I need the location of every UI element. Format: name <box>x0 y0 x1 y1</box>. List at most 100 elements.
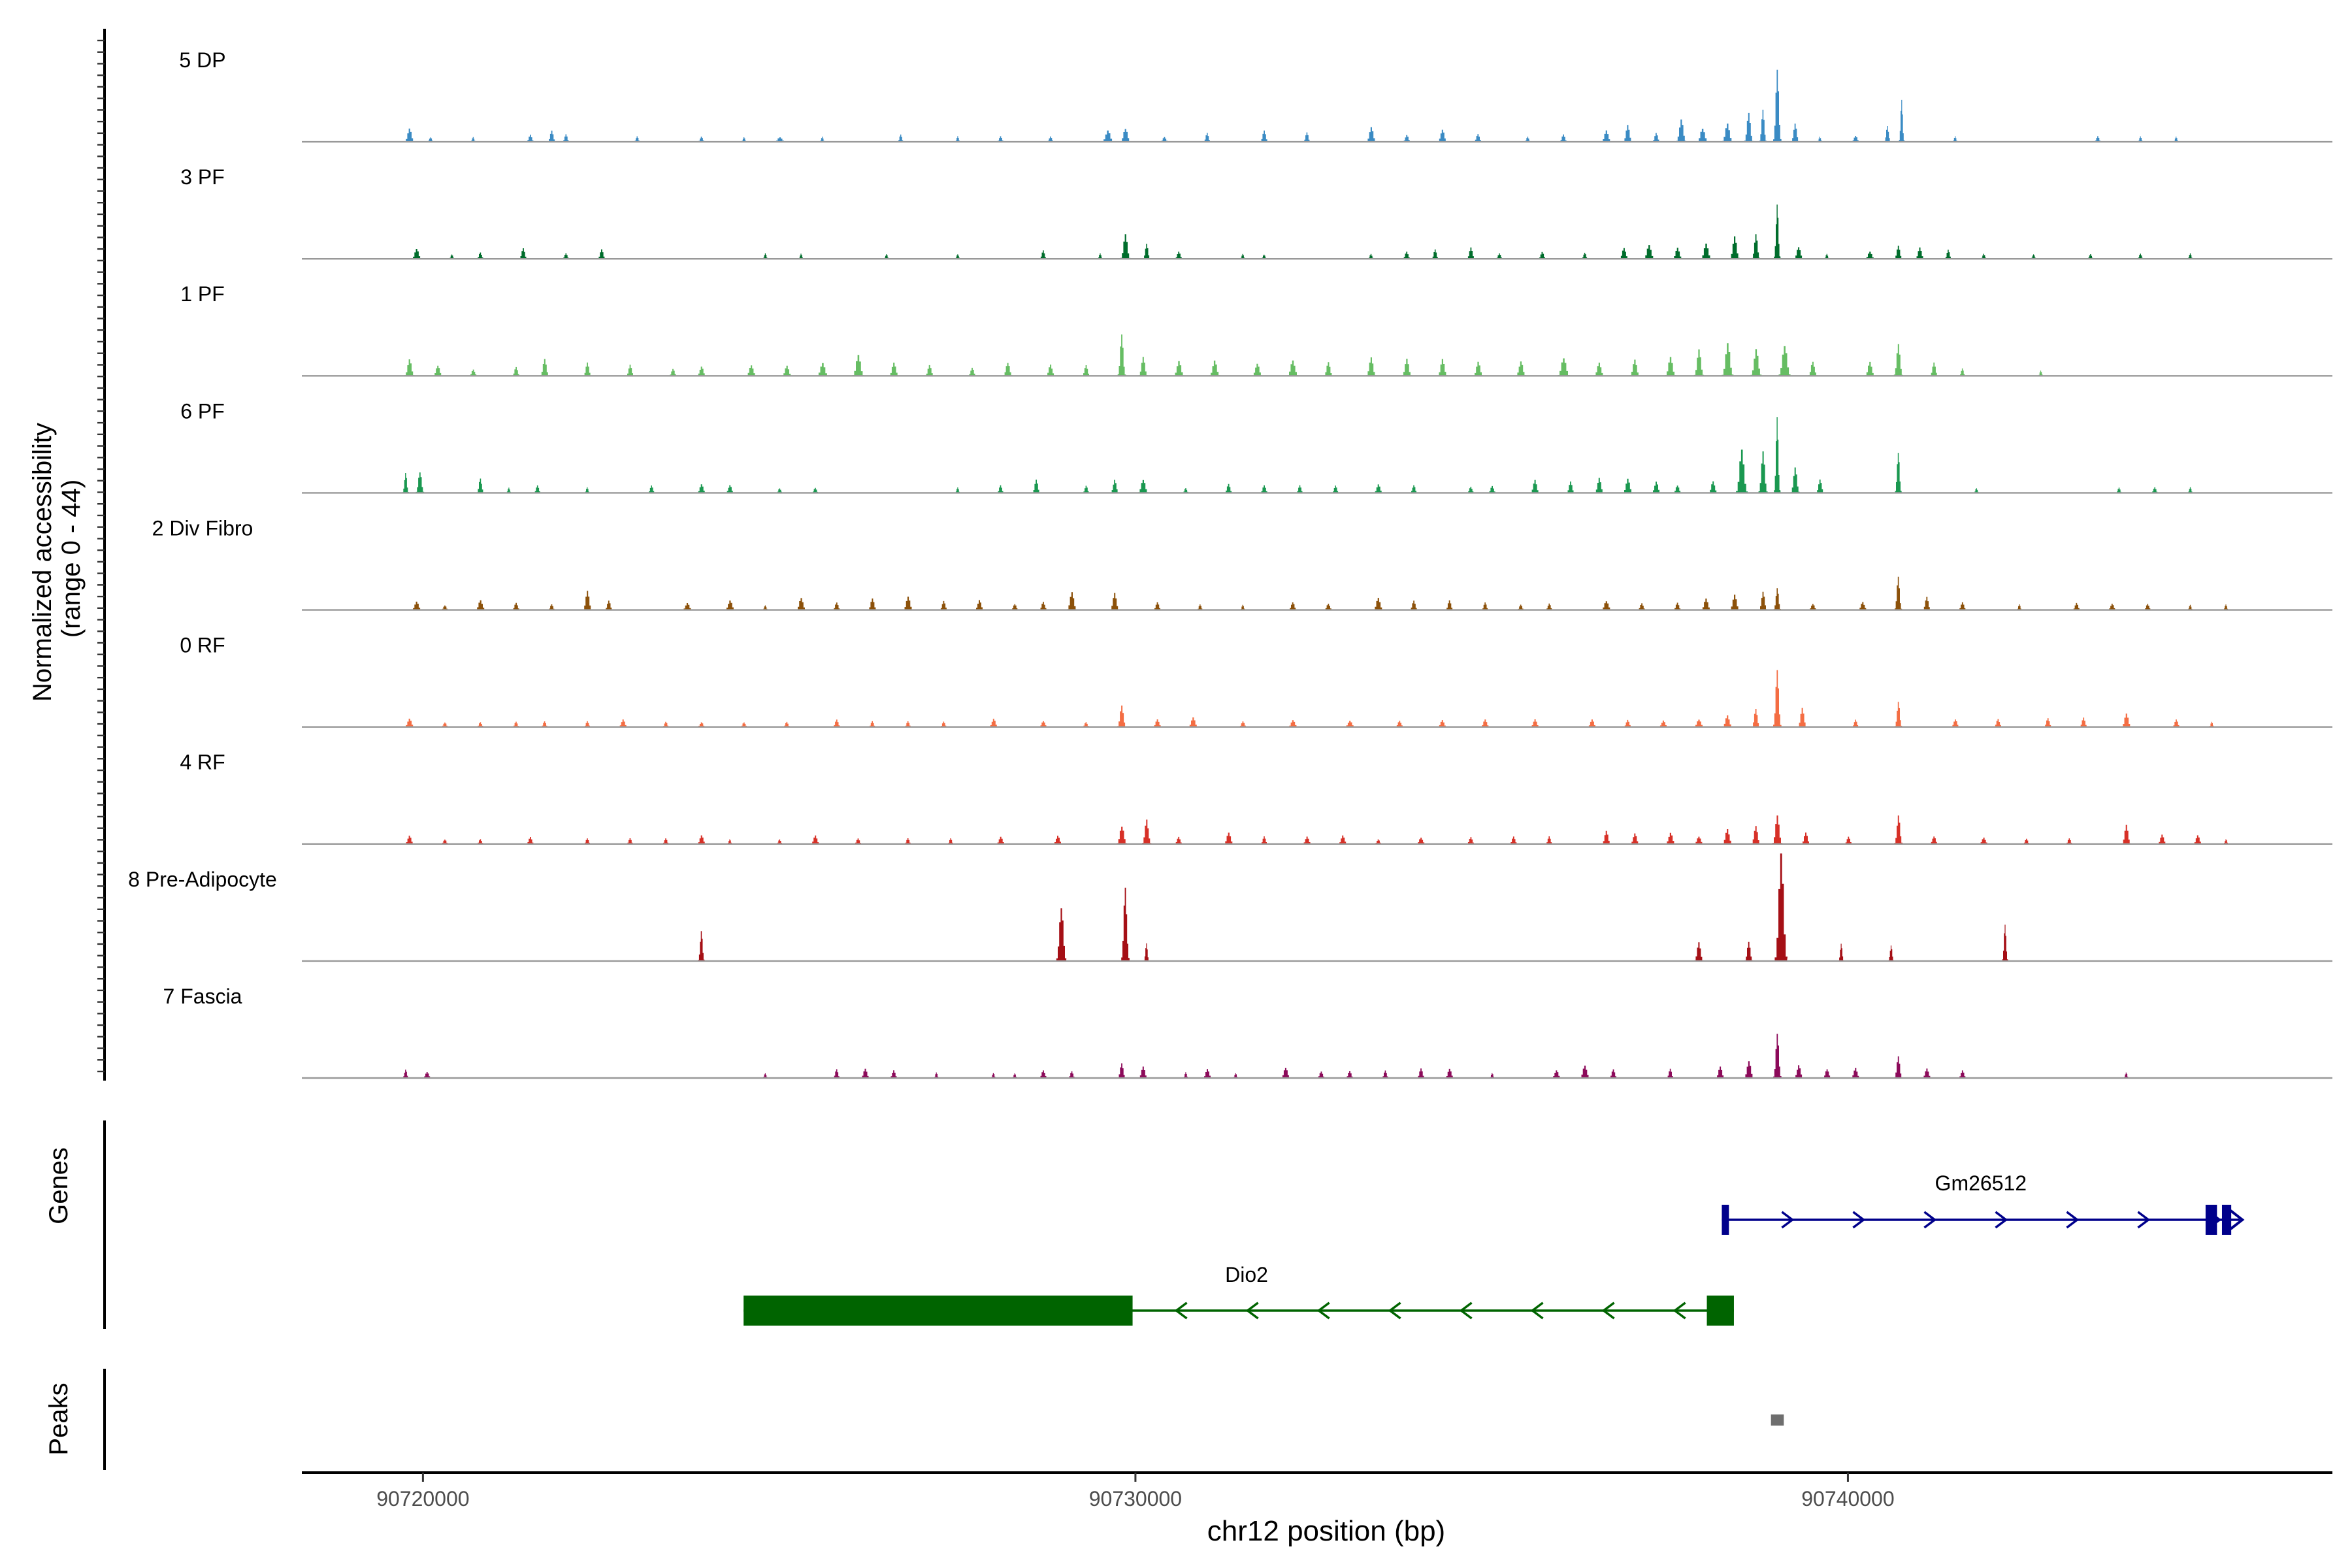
coverage-peak <box>1676 119 1686 142</box>
coverage-peak <box>427 137 434 142</box>
coverage-peak <box>1003 363 1013 376</box>
coverage-peak <box>1530 480 1540 493</box>
coverage-peak <box>1658 720 1668 727</box>
coverage-peak <box>1722 123 1733 142</box>
coverage-peak <box>1701 598 1712 610</box>
peaks-panel <box>1771 1414 1784 1426</box>
coverage-peak <box>1153 602 1162 610</box>
coverage-peak <box>1302 836 1312 844</box>
coverage-peak <box>1773 69 1782 142</box>
coverage-tracks: 5 DP 3 PF 1 PF 6 PF 2 Div Fibro 0 RF 4 RF 8 Pre… <box>128 48 2332 1079</box>
coverage-peak <box>411 249 422 259</box>
gene-exon <box>2221 1205 2232 1235</box>
coverage-peak <box>1281 1068 1290 1078</box>
coverage-peak <box>541 721 549 727</box>
coverage-peak <box>1261 254 1267 259</box>
y-axis-label: Normalized accessibility (range 0 - 44) <box>28 416 86 702</box>
coverage-peak <box>1467 247 1475 259</box>
coverage-peak <box>1601 601 1612 610</box>
coverage-peak <box>904 721 912 727</box>
coverage-peak <box>404 719 415 727</box>
track-2-div-fibro: 2 Div Fibro <box>152 516 2332 611</box>
coverage-peak <box>1801 832 1810 844</box>
coverage-peak <box>741 137 747 142</box>
coverage-peak <box>696 484 706 493</box>
strand-arrow-icon <box>2137 1211 2151 1229</box>
coverage-peak <box>1174 252 1183 259</box>
coverage-peak <box>740 722 748 727</box>
coverage-peak <box>1566 482 1575 493</box>
coverage-peak <box>1233 1073 1239 1078</box>
coverage-peak <box>1039 721 1048 727</box>
coverage-peak <box>1260 485 1269 493</box>
coverage-peak <box>1750 349 1762 376</box>
coverage-peak <box>762 605 769 610</box>
coverage-peak <box>1824 253 1831 259</box>
gene-gm26512: Gm26512 <box>1722 1171 2245 1235</box>
coverage-peak <box>1366 357 1377 376</box>
track-label: 4 RF <box>180 751 225 774</box>
coverage-peak <box>1239 253 1247 259</box>
coverage-peak <box>833 1069 841 1078</box>
coverage-peak <box>583 362 592 376</box>
coverage-peak <box>947 838 955 844</box>
coverage-peak <box>1480 719 1490 727</box>
coverage-peak <box>547 604 556 610</box>
coverage-peak <box>2144 604 2152 610</box>
coverage-peak <box>1188 717 1198 727</box>
coverage-peak <box>1117 1063 1126 1078</box>
coverage-peak <box>1120 129 1131 142</box>
coverage-peak <box>955 136 961 142</box>
y-axis-label-line-2: (range 0 - 44) <box>57 480 86 638</box>
coverage-peak <box>2157 834 2167 844</box>
coverage-peak <box>1619 248 1629 259</box>
coverage-peak <box>1816 480 1825 493</box>
coverage-peak <box>1142 819 1152 844</box>
coverage-peak <box>1894 815 1903 844</box>
coverage-peak <box>2223 604 2229 610</box>
coverage-peak <box>1402 135 1411 142</box>
coverage-peak <box>698 931 705 961</box>
coverage-peak <box>476 839 485 844</box>
coverage-peak <box>1893 344 1903 376</box>
coverage-peak <box>1694 942 1704 961</box>
genes-panel-label: Genes <box>44 1147 73 1224</box>
accessibility-y-axis <box>97 29 106 1081</box>
coverage-peak <box>1758 451 1768 493</box>
coverage-peak <box>1630 833 1640 844</box>
coverage-peak <box>519 248 528 259</box>
coverage-peak <box>1203 1069 1212 1078</box>
gene-name-label: Dio2 <box>1225 1263 1268 1286</box>
coverage-peak <box>1774 204 1781 259</box>
coverage-peak <box>1838 943 1845 961</box>
coverage-peak <box>1056 908 1067 961</box>
coverage-peak <box>868 721 877 727</box>
coverage-peak <box>1693 719 1705 727</box>
coverage-peak <box>1345 721 1355 727</box>
coverage-peak <box>1538 252 1546 259</box>
coverage-peak <box>1121 887 1130 961</box>
coverage-peak <box>404 359 415 376</box>
coverage-peak <box>1759 109 1767 142</box>
coverage-peak <box>852 355 864 376</box>
coverage-peak <box>1110 480 1119 493</box>
coverage-peak <box>1790 467 1800 493</box>
track-label: 2 Div Fibro <box>152 516 253 540</box>
coverage-peak <box>402 1070 410 1078</box>
coverage-peak <box>1744 941 1754 961</box>
coverage-peak <box>1708 481 1718 493</box>
coverage-peak <box>1046 365 1056 376</box>
coverage-peak <box>2121 713 2132 727</box>
coverage-peak <box>1224 832 1234 844</box>
coverage-peak <box>1489 1073 1495 1078</box>
coverage-peak <box>1601 130 1612 142</box>
coverage-peak <box>1823 1069 1832 1078</box>
coverage-peak <box>1416 1068 1426 1078</box>
coverage-peak <box>470 137 477 142</box>
coverage-peak <box>725 485 734 493</box>
coverage-peak <box>1082 365 1090 376</box>
coverage-peak <box>1409 600 1418 610</box>
coverage-peak <box>2172 719 2181 727</box>
coverage-peak <box>404 836 414 844</box>
strand-arrow-icon <box>1673 1301 1686 1320</box>
